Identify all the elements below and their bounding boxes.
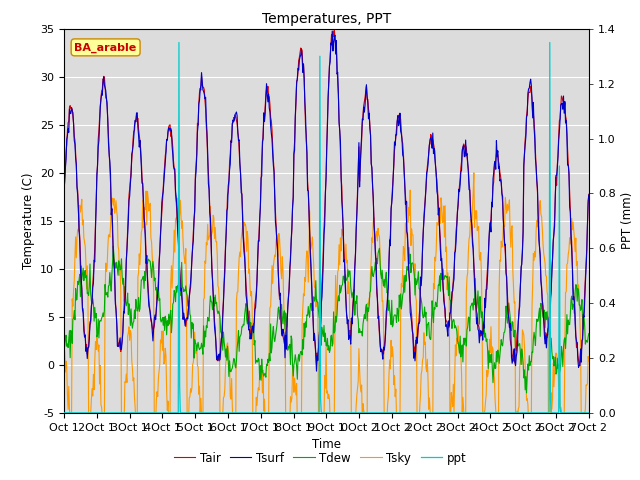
- Tair: [264, 84, 272, 89]
- Line: Tsurf: Tsurf: [64, 31, 589, 371]
- Tsurf: [381, 331, 389, 336]
- Tdew: [219, 348, 227, 353]
- Tsky: [60, 344, 68, 349]
- Tsky: [381, 420, 388, 425]
- ppt: [585, 410, 593, 416]
- Tair: [218, 327, 226, 333]
- ppt: [219, 410, 227, 416]
- Tdew: [60, 343, 68, 349]
- Tdew: [585, 331, 593, 336]
- Tsky: [219, 412, 227, 418]
- Legend: Tair, Tsurf, Tdew, Tsky, ppt: Tair, Tsurf, Tdew, Tsky, ppt: [169, 447, 471, 469]
- Tsurf: [122, 289, 129, 295]
- ppt: [122, 410, 129, 416]
- Line: Tsky: Tsky: [64, 173, 589, 422]
- Title: Temperatures, PPT: Temperatures, PPT: [262, 12, 391, 26]
- ppt: [175, 40, 183, 46]
- Y-axis label: Temperature (C): Temperature (C): [22, 172, 35, 269]
- Y-axis label: PPT (mm): PPT (mm): [621, 192, 634, 250]
- ppt: [410, 410, 418, 416]
- Tsurf: [264, 99, 272, 105]
- Tsky: [470, 170, 477, 176]
- Tdew: [122, 303, 130, 309]
- Line: ppt: ppt: [64, 43, 589, 413]
- Tair: [381, 326, 389, 332]
- Tsky: [122, 371, 130, 377]
- Tdew: [410, 272, 418, 278]
- Tsurf: [60, 188, 68, 193]
- Tsky: [585, 358, 593, 364]
- Tsurf: [585, 192, 593, 198]
- ppt: [381, 410, 388, 416]
- Tsky: [67, 420, 74, 425]
- Tsurf: [312, 368, 320, 374]
- Tdew: [245, 321, 253, 327]
- ppt: [245, 410, 253, 416]
- Tair: [122, 276, 129, 281]
- Line: Tdew: Tdew: [64, 246, 589, 393]
- Text: BA_arable: BA_arable: [74, 42, 137, 52]
- Tair: [585, 192, 593, 197]
- Tsurf: [218, 335, 226, 340]
- Tair: [60, 187, 68, 193]
- X-axis label: Time: Time: [312, 438, 341, 451]
- Tsurf: [244, 318, 252, 324]
- ppt: [265, 410, 273, 416]
- Tsky: [245, 270, 253, 276]
- Tdew: [381, 285, 388, 290]
- Tdew: [523, 390, 531, 396]
- Tdew: [265, 360, 273, 365]
- Tdew: [109, 243, 117, 249]
- Tair: [244, 309, 252, 314]
- ppt: [60, 410, 68, 416]
- Line: Tair: Tair: [64, 29, 589, 365]
- Tsurf: [411, 358, 419, 364]
- Tsky: [265, 420, 273, 425]
- Tsurf: [328, 28, 336, 34]
- Tair: [312, 362, 320, 368]
- Tair: [330, 26, 338, 32]
- Tair: [411, 348, 419, 354]
- Tsky: [410, 273, 418, 278]
